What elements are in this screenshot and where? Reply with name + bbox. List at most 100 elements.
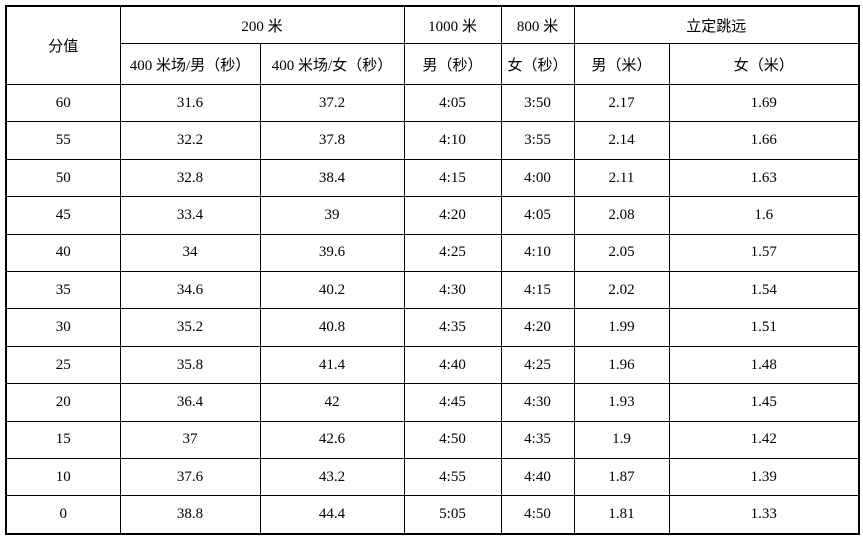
table-cell: 1.69: [668, 83, 860, 123]
table-cell: 1.63: [668, 158, 860, 198]
table-cell: 4:15: [403, 158, 502, 198]
table-cell: 20: [5, 383, 121, 422]
table-cell: 39: [259, 196, 405, 235]
table-cell: 2.11: [573, 158, 670, 198]
table-cell: 1.87: [573, 458, 670, 497]
table-cell: 39.6: [259, 233, 405, 273]
table-cell: 50: [5, 158, 121, 198]
table-row: 20 36.4 42 4:45 4:30 1.93 1.45: [5, 383, 860, 422]
table-cell: 34: [119, 233, 261, 273]
table-cell: 31.6: [119, 83, 261, 123]
table-cell: 2.05: [573, 233, 670, 273]
header-1000m-male: 男（秒）: [403, 43, 502, 85]
table-cell: 38.4: [259, 158, 405, 198]
table-cell: 1.48: [668, 345, 860, 385]
table-cell: 4:10: [403, 121, 502, 160]
table-cell: 42.6: [259, 420, 405, 460]
table-row: 50 32.8 38.4 4:15 4:00 2.11 1.63: [5, 158, 860, 198]
header-800m-group: 800 米: [500, 5, 575, 44]
table-cell: 35.8: [119, 345, 261, 385]
header-400m-track-female: 400 米场/女（秒）: [259, 43, 405, 85]
table-cell: 42: [259, 383, 405, 422]
table-cell: 60: [5, 83, 121, 123]
table-cell: 10: [5, 458, 121, 497]
table-cell: 1.99: [573, 308, 670, 347]
table-cell: 32.2: [119, 121, 261, 160]
table-cell: 1.9: [573, 420, 670, 460]
table-body: 60 31.6 37.2 4:05 3:50 2.17 1.69 55 32.2 37.8 4:10…: [5, 83, 860, 535]
table-cell: 45: [5, 196, 121, 235]
table-cell: 2.14: [573, 121, 670, 160]
table-cell: 2.17: [573, 83, 670, 123]
table-cell: 3:55: [500, 121, 575, 160]
table-cell: 1.39: [668, 458, 860, 497]
table-cell: 1.57: [668, 233, 860, 273]
table-cell: 1.54: [668, 271, 860, 310]
table-cell: 2.08: [573, 196, 670, 235]
table-cell: 4:30: [403, 271, 502, 310]
table-cell: 44.4: [259, 495, 405, 535]
table-row: 30 35.2 40.8 4:35 4:20 1.99 1.51: [5, 308, 860, 347]
table-cell: 4:45: [403, 383, 502, 422]
table-cell: 4:30: [500, 383, 575, 422]
table-cell: 2.02: [573, 271, 670, 310]
table-cell: 35: [5, 271, 121, 310]
score-standards-table: 分值 200 米 1000 米 800 米 立定跳远 400 米场/男（秒） 4…: [5, 5, 861, 535]
table-cell: 1.66: [668, 121, 860, 160]
table-cell: 1.45: [668, 383, 860, 422]
table-cell: 32.8: [119, 158, 261, 198]
table-cell: 55: [5, 121, 121, 160]
table-cell: 30: [5, 308, 121, 347]
table-cell: 37.8: [259, 121, 405, 160]
table-cell: 35.2: [119, 308, 261, 347]
table-cell: 4:20: [403, 196, 502, 235]
table-cell: 34.6: [119, 271, 261, 310]
table-row: 10 37.6 43.2 4:55 4:40 1.87 1.39: [5, 458, 860, 497]
table-cell: 15: [5, 420, 121, 460]
table-cell: 40: [5, 233, 121, 273]
table-row: 45 33.4 39 4:20 4:05 2.08 1.6: [5, 196, 860, 235]
table-cell: 1.33: [668, 495, 860, 535]
table-cell: 3:50: [500, 83, 575, 123]
table-cell: 36.4: [119, 383, 261, 422]
table-cell: 4:00: [500, 158, 575, 198]
header-long-jump-group: 立定跳远: [573, 5, 860, 44]
header-score: 分值: [5, 5, 121, 85]
header-400m-track-male: 400 米场/男（秒）: [119, 43, 261, 85]
table-cell: 4:25: [403, 233, 502, 273]
table-cell: 40.8: [259, 308, 405, 347]
header-1000m-group: 1000 米: [403, 5, 502, 44]
table-cell: 41.4: [259, 345, 405, 385]
table-cell: 25: [5, 345, 121, 385]
table-cell: 4:40: [500, 458, 575, 497]
header-jump-male: 男（米）: [573, 43, 670, 85]
table-cell: 4:40: [403, 345, 502, 385]
table-cell: 0: [5, 495, 121, 535]
table-row: 25 35.8 41.4 4:40 4:25 1.96 1.48: [5, 345, 860, 385]
table-cell: 1.42: [668, 420, 860, 460]
table-cell: 5:05: [403, 495, 502, 535]
table-row: 55 32.2 37.8 4:10 3:55 2.14 1.66: [5, 121, 860, 160]
table-cell: 4:50: [500, 495, 575, 535]
table-row: 60 31.6 37.2 4:05 3:50 2.17 1.69: [5, 83, 860, 123]
table-cell: 4:35: [500, 420, 575, 460]
header-800m-female: 女（秒）: [500, 43, 575, 85]
table-cell: 4:05: [403, 83, 502, 123]
table-cell: 4:10: [500, 233, 575, 273]
table-cell: 43.2: [259, 458, 405, 497]
table-cell: 4:25: [500, 345, 575, 385]
table-cell: 4:20: [500, 308, 575, 347]
table-cell: 4:15: [500, 271, 575, 310]
table-cell: 4:50: [403, 420, 502, 460]
table-cell: 1.93: [573, 383, 670, 422]
table-cell: 4:55: [403, 458, 502, 497]
table-cell: 40.2: [259, 271, 405, 310]
table-cell: 1.96: [573, 345, 670, 385]
header-sub-row: 400 米场/男（秒） 400 米场/女（秒） 男（秒） 女（秒） 男（米） 女…: [6, 43, 860, 85]
table-row: 40 34 39.6 4:25 4:10 2.05 1.57: [5, 233, 860, 273]
header-200m-group: 200 米: [119, 5, 405, 44]
table-cell: 37.2: [259, 83, 405, 123]
table-cell: 1.51: [668, 308, 860, 347]
table-cell: 38.8: [119, 495, 261, 535]
